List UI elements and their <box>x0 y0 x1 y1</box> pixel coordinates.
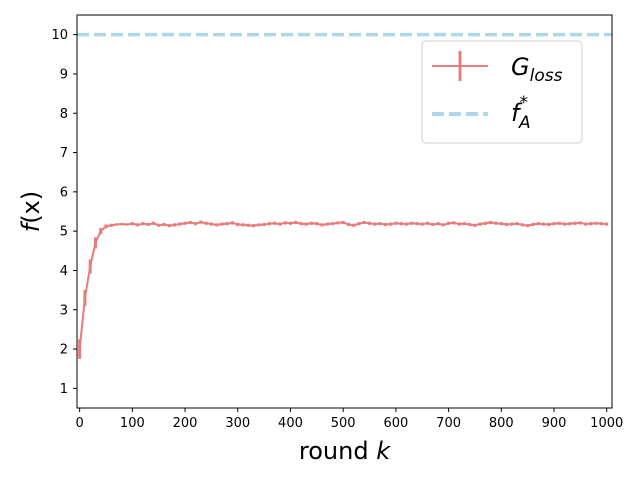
legend-entry-gloss: Gloss <box>432 51 563 86</box>
y-tick-label-10: 10 <box>51 28 68 43</box>
x-tick-label-1000: 1000 <box>590 416 623 431</box>
y-tick-label-9: 9 <box>60 67 68 82</box>
x-tick-label-500: 500 <box>331 416 356 431</box>
x-tick-label-0: 0 <box>75 416 83 431</box>
x-tick-label-400: 400 <box>278 416 303 431</box>
legend: Gloss f* A <box>421 40 583 144</box>
y-tick-label-4: 4 <box>60 264 68 279</box>
x-axis-label-variable: k <box>376 437 391 465</box>
x-tick-label-700: 700 <box>436 416 461 431</box>
legend-label-fa-star-sub: A <box>518 113 531 133</box>
x-axis-ticks: 0 100 200 300 400 500 600 700 800 900 1000 <box>75 408 623 431</box>
legend-label-gloss-main: G <box>511 53 530 81</box>
y-tick-label-5: 5 <box>60 225 68 240</box>
y-tick-label-6: 6 <box>60 185 68 200</box>
x-tick-label-900: 900 <box>542 416 567 431</box>
y-axis-label: f(x) <box>17 191 45 232</box>
x-axis-label-main: round <box>299 437 376 465</box>
x-tick-label-300: 300 <box>225 416 250 431</box>
y-tick-label-7: 7 <box>60 146 68 161</box>
y-axis-label-argument: (x) <box>17 191 45 224</box>
y-tick-label-8: 8 <box>60 107 68 122</box>
plot-frame <box>76 14 613 409</box>
series-line-gloss <box>78 221 607 350</box>
legend-label-fa-star: f* A <box>511 93 531 133</box>
x-tick-label-800: 800 <box>489 416 514 431</box>
legend-label-fa-star-sup: * <box>519 93 528 113</box>
x-tick-label-600: 600 <box>383 416 408 431</box>
legend-entry-fa-star: f* A <box>432 93 531 133</box>
legend-label-gloss: Gloss <box>511 53 563 86</box>
series-layer <box>78 220 609 359</box>
y-axis-ticks: 1 2 3 4 5 6 7 8 9 10 <box>51 28 77 397</box>
legend-label-gloss-sub: loss <box>530 66 563 86</box>
x-axis-label: round k <box>299 437 391 465</box>
legend-box <box>421 40 583 144</box>
x-tick-label-100: 100 <box>120 416 145 431</box>
y-tick-label-2: 2 <box>60 343 68 358</box>
y-tick-label-1: 1 <box>60 382 68 397</box>
y-tick-label-3: 3 <box>60 303 68 318</box>
x-tick-label-200: 200 <box>173 416 198 431</box>
